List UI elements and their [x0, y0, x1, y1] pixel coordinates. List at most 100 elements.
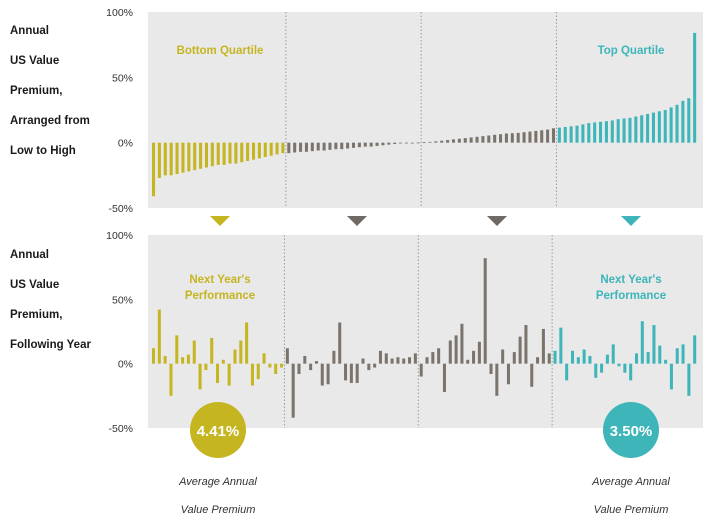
bottom-ytick-label: 0% [118, 359, 133, 371]
bottom-quartile-average-value: 4.41% [197, 423, 240, 440]
bottom-bar [245, 322, 249, 364]
next-year-left-label: Performance [185, 290, 255, 302]
top-bar [646, 113, 650, 143]
bottom-quartile-average-circle [190, 402, 246, 458]
top-bar [493, 134, 497, 143]
bottom-bar [646, 352, 650, 364]
top-bar [534, 130, 538, 143]
bottom-bar [442, 363, 446, 392]
bottom-bar [588, 355, 592, 364]
top-bar [187, 142, 191, 172]
top-bar [334, 142, 338, 150]
bottom-bar [274, 363, 278, 374]
bottom-bar [512, 352, 516, 364]
top-bar [169, 142, 173, 176]
bottom-bar [256, 363, 260, 380]
top-bar [463, 138, 467, 143]
top-bar [446, 140, 450, 143]
top-bar [275, 142, 279, 155]
avg-caption-line: Average Annual [592, 476, 670, 488]
top-bar [569, 126, 573, 143]
bottom-bar [623, 363, 627, 373]
bottom-bar [152, 348, 156, 364]
bottom-bar [536, 357, 540, 364]
bottom-bar [652, 325, 656, 364]
top-ytick-label: -50% [108, 203, 133, 215]
top-bar [563, 126, 567, 143]
top-bar [369, 142, 373, 147]
bottom-bar [605, 354, 609, 364]
top-bar [257, 142, 261, 159]
bottom-bar [501, 349, 505, 364]
top-quartile-average-value: 3.50% [610, 423, 653, 440]
bottom-bar [262, 353, 266, 364]
top-bar [175, 142, 179, 175]
top-title-line: US Value [10, 55, 60, 67]
top-bar [551, 128, 556, 143]
bottom-bar [460, 323, 464, 364]
third-quartile-arrow-icon [487, 216, 507, 226]
top-quartile-label: Top Quartile [598, 45, 665, 57]
bottom-bar [250, 363, 254, 386]
top-bar [504, 133, 508, 143]
top-bar [204, 142, 208, 168]
top-title-line: Annual [10, 25, 49, 37]
bottom-bar [268, 363, 272, 368]
bottom-panel-title: Annual US Value Premium, Following Year [10, 233, 91, 353]
avg-caption-line: Average Annual [179, 476, 257, 488]
top-bar [375, 142, 379, 146]
bottom-bar [338, 322, 342, 364]
top-bar [287, 142, 291, 154]
top-bar [587, 123, 591, 143]
bottom-bar [280, 363, 284, 368]
top-bar [304, 142, 308, 152]
bottom-bar [221, 359, 225, 364]
top-bar [575, 125, 579, 143]
bottom-bar [553, 350, 557, 364]
bottom-bar [518, 336, 522, 364]
top-bar [640, 115, 644, 143]
bottom-bar [559, 327, 563, 364]
bottom-bar [355, 363, 359, 383]
top-bar [522, 132, 526, 143]
bottom-bar [181, 357, 185, 364]
bottom-title-line: Following Year [10, 339, 91, 351]
top-bar [599, 121, 603, 143]
bottom-bar [157, 309, 161, 364]
top-ytick-label: 0% [118, 138, 133, 150]
avg-caption-line: Value Premium [593, 504, 669, 516]
top-bar [246, 142, 250, 161]
top-bar [610, 120, 614, 143]
top-bar [428, 141, 432, 143]
top-quartile-average-circle [603, 402, 659, 458]
bottom-bar [466, 359, 470, 364]
bottom-ytick-label: 100% [106, 230, 133, 242]
top-bar [481, 136, 485, 143]
top-bar [693, 32, 697, 143]
top-bar [434, 141, 438, 143]
bottom-bar [233, 349, 237, 364]
bottom-bar [320, 363, 324, 386]
top-bar [487, 135, 491, 143]
bottom-bar [541, 328, 545, 364]
bottom-ytick-label: -50% [108, 423, 133, 435]
bottom-bar [506, 363, 510, 385]
top-bar [322, 142, 326, 151]
top-bar [469, 137, 473, 143]
avg-caption-line: Value Premium [180, 504, 256, 516]
top-bar [687, 98, 691, 143]
bottom-bar [332, 350, 336, 364]
top-bar [251, 142, 256, 160]
bottom-bar [198, 363, 202, 390]
bars-layer [152, 32, 697, 418]
top-bar [581, 124, 585, 143]
top-bar [634, 116, 638, 143]
top-bar [669, 107, 673, 143]
top-quartile-arrow-icon [621, 216, 641, 226]
bottom-bar [419, 363, 423, 377]
top-bar [416, 142, 420, 144]
top-bar [216, 142, 220, 165]
bottom-bar [570, 350, 575, 364]
bottom-bar [384, 353, 388, 364]
top-bar [234, 142, 238, 164]
